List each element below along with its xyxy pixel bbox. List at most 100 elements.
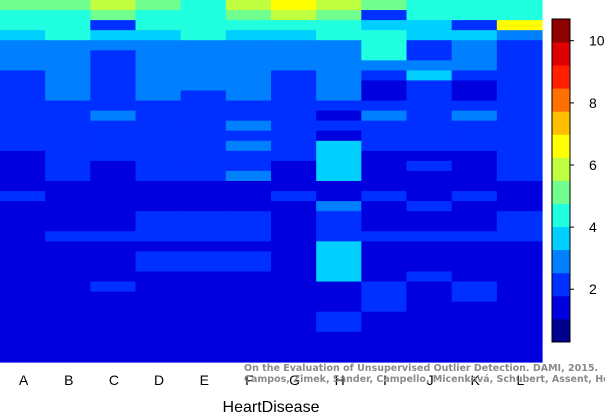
heatmap-cell xyxy=(316,170,362,182)
heatmap-cell xyxy=(316,160,362,172)
heatmap-cell xyxy=(271,0,317,11)
heatmap-cells xyxy=(0,0,543,363)
heatmap-cell xyxy=(0,321,46,333)
heatmap-cell xyxy=(0,211,46,222)
heatmap-cell xyxy=(496,271,543,283)
heatmap-cell xyxy=(271,291,317,303)
column-label: B xyxy=(64,372,73,388)
colorbar-segment xyxy=(552,226,570,251)
heatmap-cell xyxy=(316,90,362,102)
heatmap-cell xyxy=(496,191,543,202)
heatmap-cell xyxy=(271,90,317,102)
heatmap-cell xyxy=(180,20,227,31)
heatmap-cell xyxy=(90,130,137,142)
heatmap-cell xyxy=(90,150,137,162)
heatmap-cell xyxy=(90,191,137,202)
heatmap-cell xyxy=(90,170,137,182)
heatmap-cell xyxy=(271,191,317,202)
heatmap-cell xyxy=(225,241,272,252)
heatmap-cell xyxy=(225,301,272,313)
heatmap-cell xyxy=(496,251,543,263)
heatmap-cell xyxy=(361,0,408,11)
heatmap-cell xyxy=(225,261,272,273)
heatmap-cell xyxy=(180,10,227,21)
heatmap-cell xyxy=(451,211,498,222)
heatmap-cell xyxy=(406,50,453,61)
heatmap-cell xyxy=(271,130,317,142)
heatmap-cell xyxy=(361,30,408,41)
heatmap-cell xyxy=(45,160,91,172)
heatmap-cell xyxy=(180,301,227,313)
heatmap-cell xyxy=(45,60,91,71)
heatmap-cell xyxy=(316,311,362,323)
heatmap-cell xyxy=(90,251,137,263)
heatmap-cell xyxy=(45,50,91,61)
heatmap-cell xyxy=(406,100,453,112)
heatmap-cell xyxy=(361,351,408,363)
heatmap-cell xyxy=(135,221,182,232)
heatmap-cell xyxy=(316,60,362,71)
heatmap-cell xyxy=(406,271,453,283)
heatmap-cell xyxy=(0,20,46,31)
heatmap-cell xyxy=(361,301,408,313)
heatmap-cell xyxy=(451,221,498,232)
heatmap-cell xyxy=(180,110,227,122)
heatmap-cell xyxy=(406,231,453,242)
colorbar-segment xyxy=(552,42,570,66)
heatmap-cell xyxy=(90,181,137,192)
heatmap-cell xyxy=(225,231,272,242)
heatmap-cell xyxy=(0,331,46,343)
watermark-line-1: On the Evaluation of Unsupervised Outlie… xyxy=(244,363,598,374)
heatmap-cell xyxy=(0,30,46,41)
heatmap-cell xyxy=(0,120,46,132)
heatmap-cell xyxy=(45,201,91,212)
heatmap-cell xyxy=(316,140,362,152)
colorbar-segment xyxy=(552,295,570,320)
colorbar-segment xyxy=(552,157,570,181)
heatmap-cell xyxy=(406,10,453,21)
heatmap-cell xyxy=(135,291,182,303)
heatmap-cell xyxy=(225,10,272,21)
heatmap-cell xyxy=(496,321,543,333)
heatmap-cell xyxy=(451,291,498,303)
heatmap-cell xyxy=(135,251,182,263)
heatmap-cell xyxy=(451,10,498,21)
heatmap-cell xyxy=(90,60,137,71)
heatmap-cell xyxy=(90,100,137,112)
heatmap-cell xyxy=(225,40,272,51)
heatmap-cell xyxy=(451,181,498,192)
heatmap-cell xyxy=(451,281,498,293)
heatmap-cell xyxy=(135,241,182,252)
heatmap-cell xyxy=(361,231,408,242)
heatmap-cell xyxy=(271,120,317,132)
x-axis-title: HeartDisease xyxy=(223,399,320,413)
heatmap-cell xyxy=(225,271,272,283)
colorbar-tick-label: 2 xyxy=(589,281,597,297)
column-label: A xyxy=(19,372,29,388)
heatmap-cell xyxy=(0,241,46,252)
heatmap-cell xyxy=(90,331,137,343)
heatmap-cell xyxy=(225,251,272,263)
heatmap-cell xyxy=(496,231,543,242)
heatmap-cell xyxy=(225,120,272,132)
heatmap-cell xyxy=(406,30,453,41)
heatmap-cell xyxy=(180,211,227,222)
heatmap-cell xyxy=(0,60,46,71)
heatmap-cell xyxy=(451,70,498,82)
heatmap-cell xyxy=(451,241,498,252)
heatmap-cell xyxy=(271,271,317,283)
heatmap-cell xyxy=(271,261,317,273)
heatmap-cell xyxy=(180,30,227,41)
heatmap-cell xyxy=(361,241,408,252)
heatmap-cell xyxy=(316,221,362,232)
heatmap-cell xyxy=(271,20,317,31)
heatmap-cell xyxy=(406,0,453,11)
heatmap-cell xyxy=(496,110,543,122)
heatmap-cell xyxy=(180,251,227,263)
heatmap-cell xyxy=(271,150,317,162)
heatmap-cell xyxy=(316,150,362,162)
heatmap-cell xyxy=(135,70,182,82)
heatmap-cell xyxy=(451,261,498,273)
heatmap-cell xyxy=(406,211,453,222)
column-label: I xyxy=(383,372,387,388)
